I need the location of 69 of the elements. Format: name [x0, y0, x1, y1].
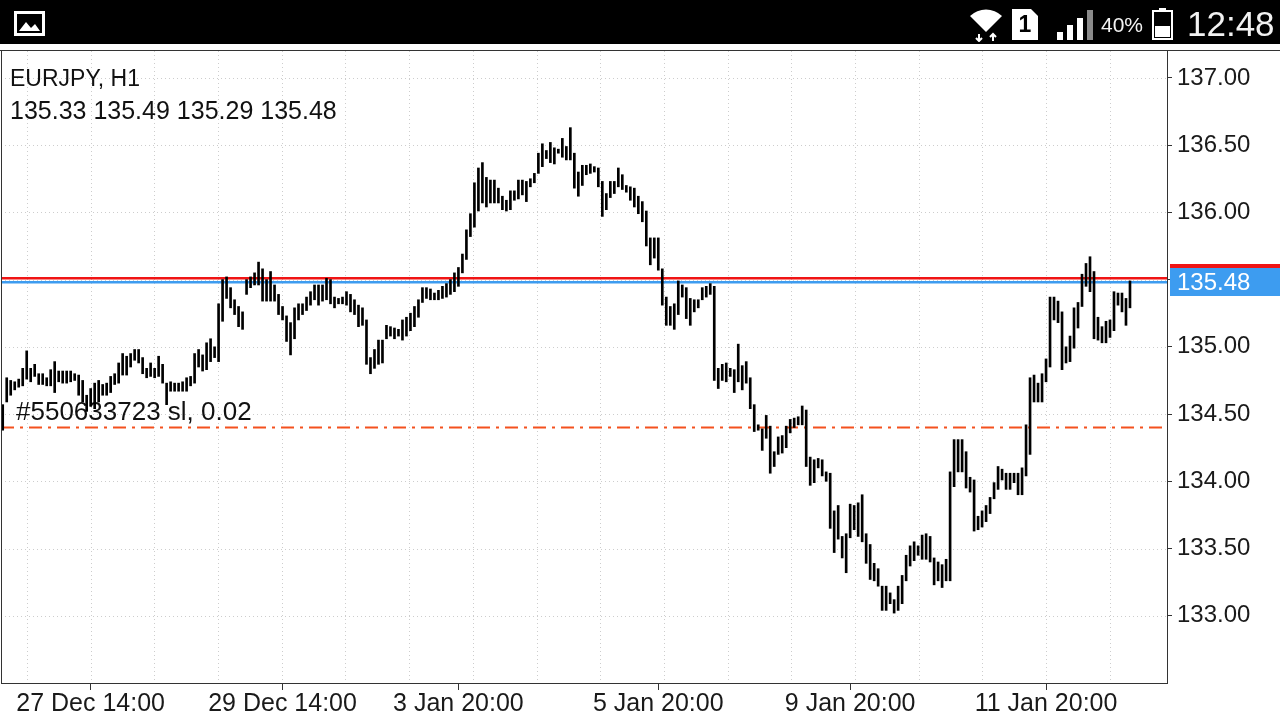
bar [445, 283, 448, 298]
bar [41, 373, 45, 385]
bar [173, 382, 176, 392]
x-tick-label: 11 Jan 20:00 [974, 687, 1118, 716]
bar [401, 319, 404, 341]
bar [125, 355, 128, 376]
bar [441, 285, 444, 299]
bar [177, 382, 180, 392]
ref-line-label: #550633723 sl, 0.02 [16, 395, 252, 426]
bar [433, 292, 436, 301]
bar [525, 181, 528, 202]
y-tick-label: 134.00 [1177, 465, 1251, 493]
ref-line-label: 135.48 [1177, 267, 1251, 295]
y-tick-label: 137.00 [1177, 62, 1251, 90]
bar [509, 190, 512, 210]
bar [245, 279, 248, 295]
bar [437, 290, 440, 301]
y-tick-label: 133.00 [1177, 600, 1251, 628]
x-tick-label: 29 Dec 14:00 [208, 687, 357, 716]
bar [425, 287, 428, 299]
y-tick-label: 133.50 [1177, 533, 1251, 561]
bar [69, 370, 73, 383]
bar [724, 362, 728, 383]
bar [313, 284, 316, 301]
bar [181, 381, 184, 392]
bar [561, 138, 564, 158]
bar [405, 316, 408, 337]
bar [517, 179, 520, 200]
bar [185, 377, 188, 392]
bar [493, 179, 496, 204]
bar [549, 142, 552, 163]
bar [489, 179, 492, 204]
bar [193, 353, 196, 384]
bar [704, 285, 708, 298]
bar [812, 459, 816, 483]
bar [329, 279, 332, 305]
bar [53, 361, 57, 393]
sim-card-icon: 1 [1012, 9, 1038, 40]
bar [269, 271, 272, 302]
bar [165, 382, 168, 405]
bar [65, 370, 69, 384]
bar [429, 288, 432, 301]
x-tick-label: 3 Jan 20:00 [393, 687, 524, 716]
text: 135.33 135.49 135.29 135.48 [10, 96, 337, 124]
bar [61, 370, 65, 384]
x-tick-label: 5 Jan 20:00 [592, 687, 724, 716]
bar [205, 342, 208, 371]
bar [109, 376, 112, 393]
bar [349, 294, 352, 313]
text: EURJPY, H1 [10, 65, 140, 91]
y-tick-label: 136.50 [1177, 129, 1251, 157]
bar [385, 324, 388, 340]
y-tick-label: 135.00 [1177, 331, 1251, 359]
bar [377, 339, 380, 365]
x-tick-label: 9 Jan 20:00 [784, 687, 916, 716]
bar [393, 327, 396, 340]
bar [325, 277, 328, 301]
text: 12:48 [1187, 4, 1275, 43]
x-tick-label: 27 Dec 14:00 [16, 687, 166, 716]
bar [337, 298, 340, 305]
bar [149, 362, 152, 377]
bar [317, 284, 320, 306]
y-tick-label: 136.00 [1177, 196, 1251, 224]
text: 40% [1101, 13, 1144, 36]
bar [5, 377, 9, 403]
bar [381, 339, 384, 364]
y-tick-label: 134.50 [1177, 398, 1251, 426]
bar [389, 326, 392, 337]
bar [589, 163, 592, 174]
